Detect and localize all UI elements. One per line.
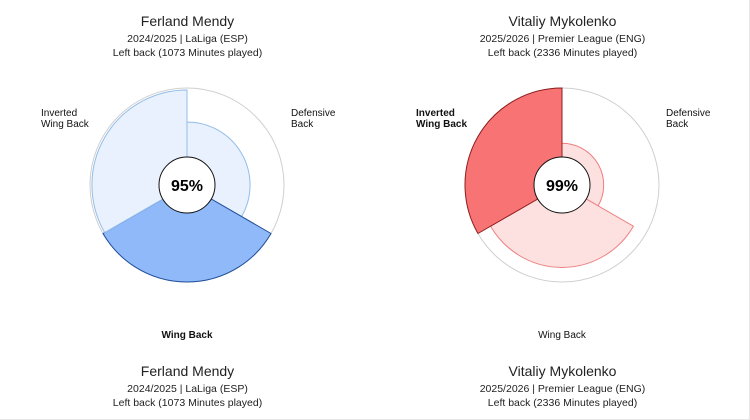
center-hole xyxy=(533,156,591,214)
slice-label: Wing Back xyxy=(161,330,212,341)
chart-header: Vitaliy Mykolenko 2025/2026 | Premier Le… xyxy=(375,12,750,60)
player-name: Vitaliy Mykolenko xyxy=(508,363,617,379)
season-league: 2024/2025 | LaLiga (ESP) xyxy=(127,33,248,45)
season-league: 2025/2026 | Premier League (ENG) xyxy=(479,33,646,45)
panel-mykolenko: Vitaliy Mykolenko 2025/2026 | Premier Le… xyxy=(375,0,750,420)
position-minutes: Left back (2336 Minutes played) xyxy=(487,47,638,59)
center-hole xyxy=(158,156,216,214)
slice-label-line: Wing Back xyxy=(41,119,90,130)
chart-header: Ferland Mendy 2024/2025 | LaLiga (ESP) L… xyxy=(0,12,375,60)
slice-label: Inverted Wing Back xyxy=(416,108,467,130)
pie-slice-wing-back xyxy=(489,184,635,268)
position-minutes: Left back (2336 Minutes played) xyxy=(487,397,638,409)
slice-label-line: Wing Back xyxy=(161,330,212,341)
repeat-header: Vitaliy Mykolenko 2025/2026 | Premier Le… xyxy=(375,362,750,410)
slice-label-line: Inverted xyxy=(416,108,455,119)
slice-label: Defensive Back xyxy=(666,108,711,130)
slice-label-line: Wing Back xyxy=(416,119,467,130)
slice-label-line: Wing Back xyxy=(538,330,587,341)
player-name: Ferland Mendy xyxy=(140,13,235,29)
center-percentage: 95% xyxy=(171,178,203,195)
slice-label: Defensive Back xyxy=(291,108,336,130)
slice-label-line: Defensive xyxy=(666,108,711,119)
center-percentage: 99% xyxy=(546,178,578,195)
slice-label-line: Defensive xyxy=(291,108,336,119)
season-league: 2024/2025 | LaLiga (ESP) xyxy=(127,383,248,395)
slice-label-line: Inverted xyxy=(41,108,77,119)
position-minutes: Left back (1073 Minutes played) xyxy=(112,47,263,59)
pie-slice-wing-back xyxy=(102,184,272,283)
panel-mendy: Ferland Mendy 2024/2025 | LaLiga (ESP) L… xyxy=(0,12,375,410)
slice-label-line: Back xyxy=(666,119,689,130)
slice-label: Wing Back xyxy=(538,330,587,341)
slice-label: Inverted Wing Back xyxy=(41,108,90,130)
player-name: Ferland Mendy xyxy=(140,363,235,379)
season-league: 2025/2026 | Premier League (ENG) xyxy=(479,383,646,395)
repeat-header: Ferland Mendy 2024/2025 | LaLiga (ESP) L… xyxy=(0,362,375,410)
slice-label-line: Back xyxy=(291,119,314,130)
position-minutes: Left back (1073 Minutes played) xyxy=(112,397,263,409)
player-name: Vitaliy Mykolenko xyxy=(508,13,617,29)
